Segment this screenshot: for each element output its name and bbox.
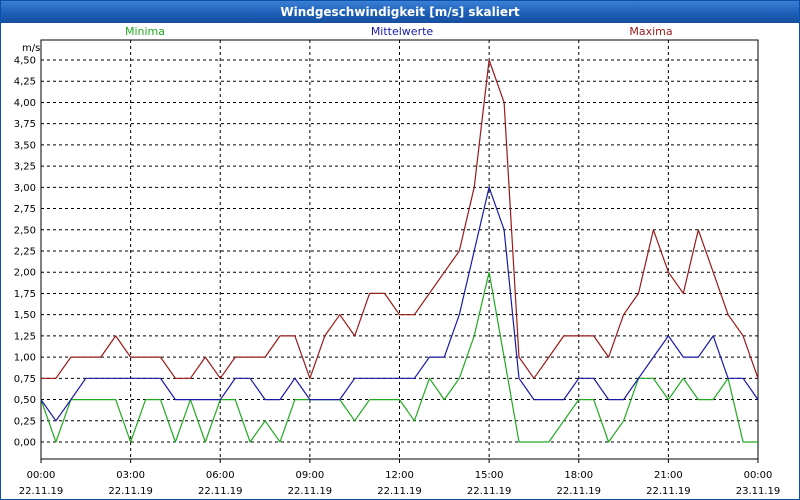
x-tick-time: 21:00: [654, 470, 683, 481]
x-tick-time: 00:00: [744, 470, 773, 481]
y-tick-label: 2,50: [14, 225, 36, 236]
y-tick-label: 1,50: [14, 310, 36, 321]
series-line-mittelwerte: [40, 186, 759, 422]
x-tick-date: 23.11.19: [736, 486, 781, 497]
y-tick-label: 4,25: [14, 77, 36, 88]
chart-title: Windgeschwindigkeit [m/s] skaliert: [1, 1, 799, 23]
y-tick-label: 1,25: [14, 331, 36, 342]
x-tick-time: 03:00: [116, 470, 145, 481]
y-tick-label: 0,75: [14, 374, 36, 385]
y-tick-label: 0,00: [14, 438, 36, 449]
series-line-maxima: [41, 59, 759, 379]
y-tick-label: 0,25: [14, 416, 36, 427]
y-tick-label: 1,00: [14, 353, 36, 364]
y-tick-label: 2,00: [14, 268, 36, 279]
y-tick-label: 3,75: [14, 119, 36, 130]
x-tick-time: 18:00: [564, 470, 593, 481]
x-tick-date: 22.11.19: [108, 486, 153, 497]
y-axis-label: m/s: [22, 43, 40, 54]
y-tick-label: 3,00: [14, 183, 36, 194]
x-tick-time: 12:00: [385, 470, 414, 481]
x-tick-time: 15:00: [475, 470, 504, 481]
legend-mittelwerte: Mittelwerte: [371, 25, 434, 38]
y-tick-label: 3,25: [14, 162, 36, 173]
x-tick-date: 22.11.19: [646, 486, 691, 497]
x-tick-date: 22.11.19: [467, 486, 512, 497]
legend-maxima: Maxima: [629, 25, 672, 38]
x-tick-time: 09:00: [295, 470, 324, 481]
y-tick-label: 1,75: [14, 289, 36, 300]
x-tick-date: 22.11.19: [288, 486, 333, 497]
x-tick-date: 22.11.19: [377, 486, 422, 497]
y-tick-label: 2,75: [14, 204, 36, 215]
y-tick-label: 4,50: [14, 56, 36, 67]
x-tick-date: 22.11.19: [198, 486, 243, 497]
x-tick-time: 06:00: [206, 470, 235, 481]
x-tick-time: 00:00: [27, 470, 56, 481]
legend-minima: Minima: [125, 25, 165, 38]
x-tick-date: 22.11.19: [19, 486, 64, 497]
y-tick-label: 2,25: [14, 247, 36, 258]
y-tick-label: 4,00: [14, 98, 36, 109]
y-tick-label: 0,50: [14, 395, 36, 406]
x-tick-date: 22.11.19: [556, 486, 601, 497]
y-tick-label: 3,50: [14, 140, 36, 151]
